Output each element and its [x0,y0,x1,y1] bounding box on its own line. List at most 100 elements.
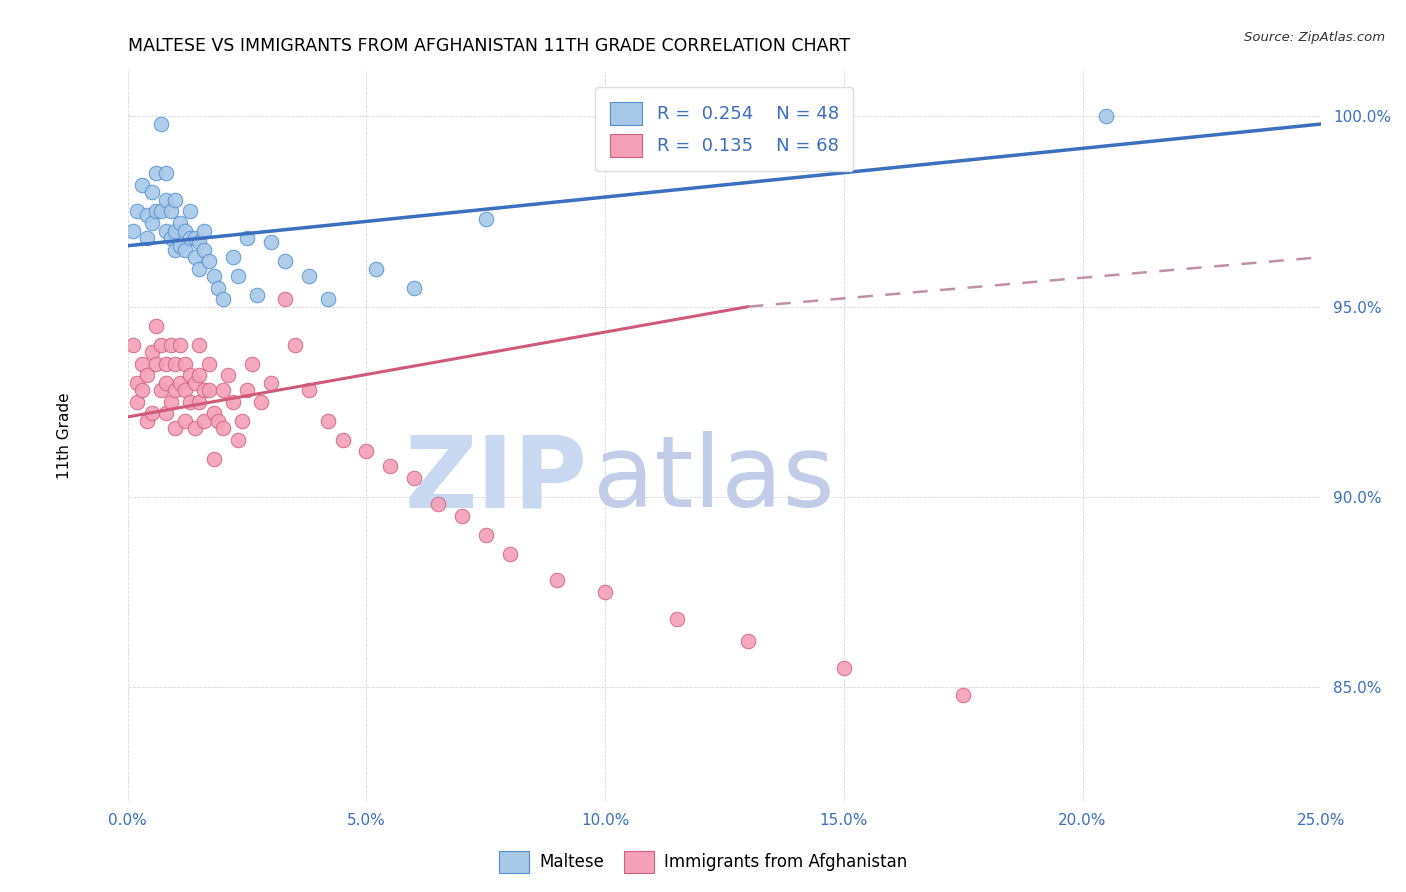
Point [198,357,221,371]
Point [131,357,153,371]
Point [188,337,211,351]
Point [404,471,426,485]
Point [260,235,283,249]
Point [222,394,245,409]
Point [202,269,225,284]
Point [202,451,225,466]
Point [212,421,235,435]
Point [183,231,205,245]
Point [193,243,215,257]
Point [404,280,426,294]
Point [246,288,269,302]
Point [121,337,143,351]
Point [121,223,143,237]
Point [284,337,307,351]
Point [207,280,229,294]
Point [451,508,474,523]
Point [231,414,253,428]
Point [159,231,181,245]
Point [141,406,163,420]
Point [155,357,177,371]
Point [165,223,187,237]
Point [260,376,283,390]
Point [332,433,354,447]
Point [183,421,205,435]
Point [546,574,568,588]
Point [159,394,181,409]
Point [131,178,153,192]
Point [236,384,259,398]
Point [226,269,249,284]
Point [165,357,187,371]
Point [150,384,173,398]
Point [145,204,167,219]
Point [212,384,235,398]
Point [498,547,520,561]
Point [159,337,181,351]
Point [207,414,229,428]
Point [380,459,402,474]
Text: Source: ZipAtlas.com: Source: ZipAtlas.com [1244,31,1385,45]
Point [127,204,149,219]
Point [298,269,321,284]
Point [952,688,974,702]
Point [155,193,177,207]
Point [135,208,157,222]
Point [188,368,211,382]
Text: atlas: atlas [593,431,835,528]
Point [179,368,201,382]
Point [274,292,297,306]
Point [193,384,215,398]
Point [159,204,181,219]
Point [193,223,215,237]
Point [165,193,187,207]
Point [131,384,153,398]
Point [141,216,163,230]
Point [427,497,450,511]
Point [141,186,163,200]
Point [169,238,191,252]
Point [174,357,197,371]
Point [202,406,225,420]
Y-axis label: 11th Grade: 11th Grade [58,392,72,479]
Point [155,406,177,420]
Point [165,384,187,398]
Point [193,414,215,428]
Point [198,384,221,398]
Point [174,243,197,257]
Point [236,231,259,245]
Point [808,120,831,135]
Point [475,212,498,227]
Point [179,231,201,245]
Point [1095,109,1118,123]
Text: ZIP: ZIP [405,431,588,528]
Point [274,254,297,268]
Point [150,337,173,351]
Point [183,376,205,390]
Point [183,250,205,264]
Point [165,243,187,257]
Point [150,117,173,131]
Point [165,421,187,435]
Point [188,394,211,409]
Point [316,292,339,306]
Point [179,204,201,219]
Point [150,204,173,219]
Point [155,223,177,237]
Point [737,634,759,648]
Point [179,394,201,409]
Point [188,261,211,276]
Point [145,357,167,371]
Point [127,376,149,390]
Point [174,384,197,398]
Point [135,368,157,382]
Point [174,223,197,237]
Point [240,357,263,371]
Point [475,528,498,542]
Point [174,414,197,428]
Point [169,337,191,351]
Point [188,235,211,249]
Point [665,611,688,625]
Point [135,414,157,428]
Legend: Maltese, Immigrants from Afghanistan: Maltese, Immigrants from Afghanistan [492,845,914,880]
